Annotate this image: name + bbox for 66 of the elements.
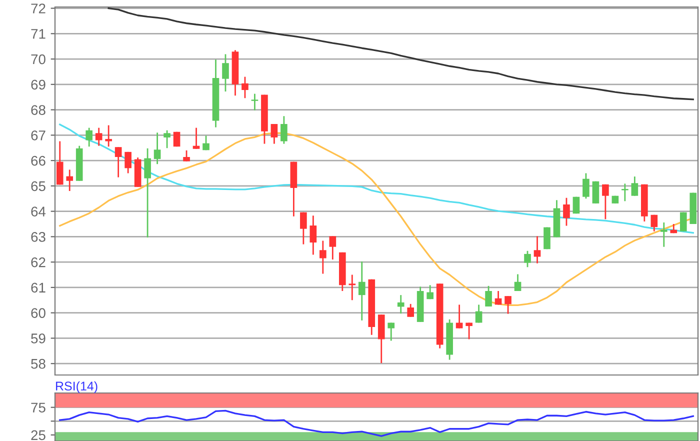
y-tick-label: 65 — [31, 181, 46, 192]
candlestick — [66, 168, 74, 192]
candlestick — [426, 284, 434, 300]
y-tick-label: 70 — [31, 54, 46, 64]
y-tick-label: 63 — [31, 232, 46, 242]
candlestick — [358, 260, 366, 322]
candlestick — [124, 151, 132, 174]
candlestick — [660, 222, 668, 248]
candlestick — [494, 290, 502, 306]
line-series — [59, 124, 694, 234]
candlestick — [192, 127, 200, 150]
candlestick — [397, 294, 404, 314]
y-tick-label: 67 — [31, 130, 46, 140]
candlestick — [114, 146, 122, 178]
y-tick-label: 58 — [31, 358, 46, 369]
candlestick — [592, 180, 600, 204]
candlestick — [650, 214, 658, 232]
candlestick — [144, 148, 151, 238]
y-tick-label: 59 — [31, 334, 46, 344]
candlestick — [680, 212, 687, 232]
candlestick — [329, 235, 336, 260]
y-tick-label: 75 — [31, 402, 46, 413]
line-series — [59, 410, 694, 437]
candlestick — [105, 124, 112, 148]
candlestick — [222, 54, 229, 92]
candlestick — [563, 197, 570, 226]
candlestick — [504, 295, 512, 315]
y-tick-label: 66 — [31, 156, 46, 166]
candlestick — [485, 285, 492, 308]
y-tick-label: 69 — [31, 80, 46, 90]
y-tick-label: 60 — [31, 308, 46, 318]
candlestick — [270, 123, 278, 144]
y-tick-label: 62 — [31, 257, 46, 268]
candlestick — [242, 76, 248, 99]
candlestick — [164, 130, 170, 149]
line-series — [108, 7, 694, 100]
y-tick-label: 72 — [31, 4, 46, 14]
candlestick — [514, 274, 522, 292]
candlestick — [388, 322, 395, 342]
candlestick — [95, 127, 102, 147]
candlestick — [183, 150, 190, 162]
y-tick-label: 25 — [31, 430, 46, 440]
candlestick — [251, 93, 258, 111]
candlestick — [154, 132, 161, 165]
y-tick-label: 64 — [31, 206, 46, 216]
candlestick — [524, 250, 531, 268]
candlestick — [475, 304, 482, 324]
candlestick — [56, 140, 64, 186]
chart-title: RSI(14) — [56, 381, 98, 393]
candlestick — [534, 235, 541, 264]
candlestick — [631, 176, 638, 197]
candlestick — [320, 240, 326, 274]
candlestick — [407, 303, 414, 318]
candlestick — [310, 214, 317, 256]
candlestick — [280, 115, 288, 144]
candlestick — [582, 172, 590, 200]
candlestick — [86, 127, 93, 148]
candlestick — [300, 212, 307, 245]
y-tick-label: 71 — [31, 29, 46, 39]
candlestick — [466, 322, 472, 340]
candlestick — [348, 274, 356, 301]
candlestick — [456, 304, 463, 329]
y-tick-label: 61 — [31, 282, 46, 293]
candlestick — [602, 184, 609, 220]
candlestick — [202, 134, 210, 151]
y-tick-label: 68 — [31, 105, 46, 115]
